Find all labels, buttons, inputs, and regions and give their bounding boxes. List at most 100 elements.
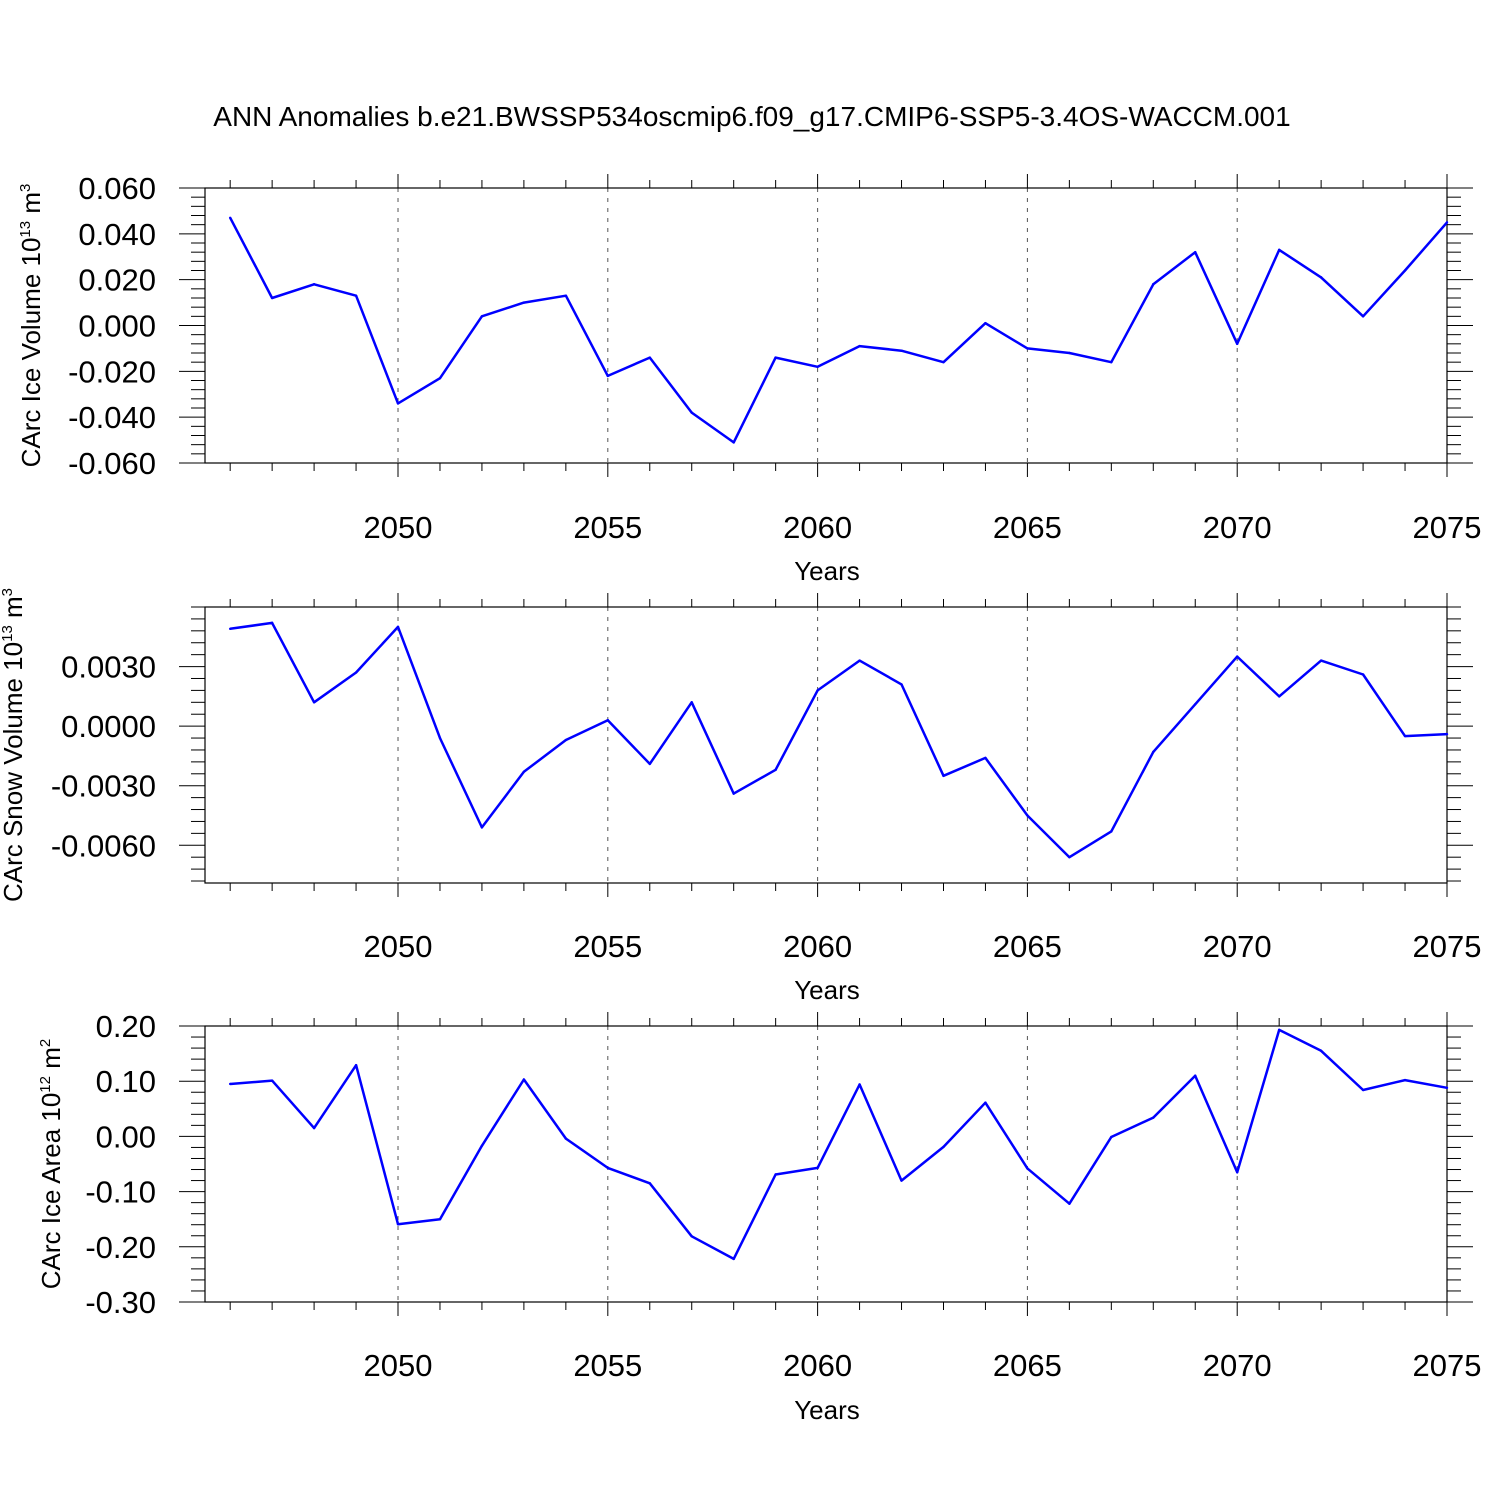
data-point — [1445, 732, 1449, 736]
y-tick-label: -0.060 — [68, 446, 156, 481]
data-point — [606, 718, 610, 722]
data-point — [270, 621, 274, 625]
data-point — [228, 1082, 232, 1086]
y-tick-label: -0.0060 — [51, 828, 156, 863]
y-axis-label-unit-exponent: 3 — [0, 588, 16, 596]
y-tick-label: -0.0030 — [51, 769, 156, 804]
data-point — [1026, 814, 1029, 817]
data-point — [312, 1126, 316, 1130]
data-point — [1361, 673, 1365, 676]
data-point — [1445, 221, 1449, 224]
data-point — [1194, 703, 1197, 706]
data-point — [354, 294, 358, 297]
data-point — [1361, 315, 1365, 318]
plot-frame — [204, 1025, 1448, 1303]
data-point — [816, 689, 819, 692]
data-point — [942, 774, 945, 777]
series-line — [229, 217, 1448, 444]
data-point — [438, 1218, 442, 1221]
data-point — [1110, 830, 1113, 833]
data-point — [480, 315, 484, 318]
data-point — [774, 356, 777, 359]
x-tick-label: 2065 — [993, 510, 1062, 545]
data-point — [648, 1182, 651, 1185]
data-point — [816, 365, 819, 368]
data-point — [1277, 1028, 1281, 1032]
data-point — [606, 1166, 610, 1170]
data-point — [1319, 659, 1323, 662]
data-point — [1403, 269, 1407, 272]
data-point — [1110, 1135, 1113, 1139]
data-point — [1026, 1167, 1029, 1170]
x-tick-label: 2070 — [1203, 929, 1272, 964]
data-point — [1277, 695, 1281, 698]
data-point — [480, 826, 484, 829]
data-point — [1236, 655, 1239, 658]
data-point — [900, 683, 903, 686]
x-axis-label: Years — [794, 556, 860, 586]
data-point — [312, 701, 316, 704]
y-tick-label: 0.060 — [78, 171, 156, 206]
series-points — [228, 216, 1449, 444]
y-tick-label: 0.0030 — [61, 650, 156, 685]
data-point — [1319, 1049, 1323, 1053]
data-point — [648, 356, 651, 359]
data-point — [1236, 342, 1239, 346]
data-point — [312, 283, 316, 286]
data-point — [900, 1179, 903, 1182]
data-point — [270, 1079, 274, 1082]
y-tick-label: -0.10 — [85, 1175, 156, 1210]
y-tick-label: -0.30 — [85, 1285, 156, 1320]
chart-title: ANN Anomalies b.e21.BWSSP534oscmip6.f09_… — [213, 101, 1290, 132]
data-point — [1236, 1171, 1239, 1174]
x-tick-label: 2065 — [993, 929, 1062, 964]
x-tick-label: 2075 — [1413, 1348, 1482, 1383]
x-tick-label: 2055 — [573, 929, 642, 964]
y-tick-label: 0.20 — [96, 1009, 156, 1044]
data-point — [1403, 734, 1407, 738]
data-point — [1361, 1088, 1365, 1092]
panel-ice-area: -0.30 -0.20 -0.10 0.00 0.10 0.20 2050 2055 2060 2… — [36, 1009, 1481, 1425]
y-axis-label-unit: m — [16, 192, 46, 221]
x-tick-label: 2055 — [573, 1348, 642, 1383]
data-point — [858, 344, 861, 348]
y-tick-label: 0.0000 — [61, 709, 156, 744]
panel-snow-volume: -0.0060 -0.0030 0.0000 0.0030 2050 2055 2060 20… — [0, 588, 1481, 1005]
x-minor-ticks — [229, 174, 1448, 477]
y-axis-label-text: CArc Ice Volume 10 — [16, 238, 46, 468]
data-point — [438, 377, 442, 380]
panel-ice-volume: -0.060 -0.040 -0.020 0.000 0.020 0.040 0.060 20… — [16, 171, 1481, 586]
data-point — [1403, 1078, 1407, 1082]
data-point — [690, 411, 693, 414]
data-point — [1068, 351, 1071, 355]
data-point — [774, 1173, 777, 1176]
y-axis-label-unit-exponent: 3 — [17, 184, 34, 192]
y-tick-label: -0.040 — [68, 400, 156, 435]
y-axis-label-exponent: 13 — [17, 221, 34, 238]
data-point — [1152, 750, 1155, 754]
data-point — [228, 627, 232, 631]
x-minor-ticks — [229, 1012, 1448, 1316]
data-point — [1026, 347, 1029, 350]
x-tick-label: 2050 — [364, 510, 433, 545]
data-point — [396, 625, 400, 629]
data-point — [522, 301, 526, 304]
data-point — [732, 1257, 735, 1261]
x-tick-label: 2075 — [1413, 510, 1482, 545]
x-tick-label: 2050 — [364, 929, 433, 964]
y-axis-label-exponent: 13 — [0, 625, 16, 642]
data-point — [648, 762, 651, 766]
data-point — [522, 770, 526, 774]
data-point — [984, 756, 987, 760]
data-point — [564, 294, 568, 297]
x-tick-label: 2050 — [364, 1348, 433, 1383]
x-tick-label: 2060 — [783, 1348, 852, 1383]
series-points — [228, 1028, 1449, 1261]
y-ticks — [179, 1025, 1473, 1303]
y-axis-label-text: CArc Ice Area 10 — [36, 1093, 66, 1290]
data-point — [1194, 1074, 1197, 1077]
y-ticks — [179, 606, 1473, 882]
data-point — [858, 659, 861, 662]
data-point — [396, 402, 400, 405]
